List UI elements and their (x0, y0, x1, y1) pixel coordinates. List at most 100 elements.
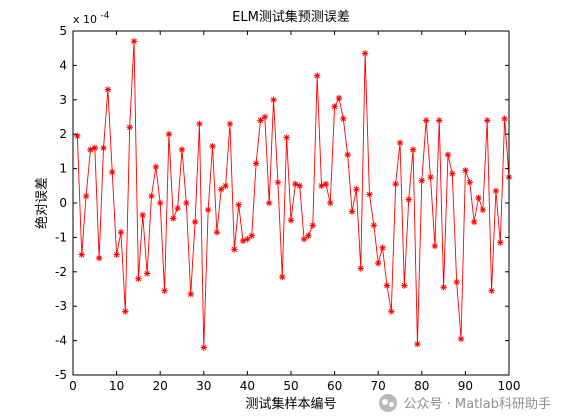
data-point-marker (344, 151, 351, 159)
marker-stroke (144, 270, 150, 277)
marker-stroke (414, 341, 421, 347)
data-point-marker (405, 196, 412, 203)
marker-stroke (166, 131, 172, 137)
data-point-marker (113, 251, 120, 258)
marker-stroke (362, 50, 368, 57)
marker-stroke (96, 255, 102, 261)
data-point-marker (209, 143, 216, 150)
y-tick-label: 2 (59, 127, 67, 141)
data-point-marker (353, 186, 360, 193)
ticks-layer: 0 10 20 30 40 50 60 70 80 90 100 -5 -4 -3 -2 -1 0 1 2 3 4 5 (55, 24, 520, 393)
data-point-marker (300, 235, 308, 243)
data-point-marker (422, 117, 430, 124)
marker-stroke (170, 215, 176, 222)
marker-stroke (205, 207, 211, 213)
data-point-marker (218, 186, 225, 193)
marker-stroke (201, 344, 207, 351)
marker-stroke (445, 152, 451, 158)
data-point-marker (191, 218, 199, 226)
marker-stroke (379, 245, 386, 251)
data-point-marker (309, 222, 316, 229)
watermark-text: 公众号 · Matlab科研助手 (403, 397, 551, 412)
data-point-marker (392, 180, 399, 188)
data-point-marker (139, 211, 146, 219)
marker-stroke (105, 86, 111, 93)
data-point-marker (235, 201, 242, 208)
data-point-marker (305, 232, 312, 239)
data-point-marker (174, 204, 181, 212)
data-point-marker (501, 115, 508, 122)
x-tick-label: 60 (327, 379, 342, 393)
marker-stroke (183, 200, 190, 206)
marker-stroke (314, 73, 320, 79)
marker-stroke (209, 143, 216, 149)
data-point-marker (357, 265, 364, 272)
marker-stroke (427, 174, 434, 180)
marker-stroke (353, 186, 360, 192)
y-multiplier-base: x 10 (73, 13, 97, 26)
data-point-marker (331, 103, 338, 110)
marker-stroke (140, 212, 146, 218)
plot-area (73, 31, 509, 375)
data-point-marker (104, 86, 112, 93)
y-tick-label: -2 (55, 265, 67, 279)
marker-stroke (497, 239, 503, 246)
series-layer (74, 38, 513, 351)
data-point-marker (283, 134, 290, 141)
x-tick-label: 80 (414, 379, 429, 393)
marker-stroke (192, 219, 198, 225)
marker-stroke (297, 183, 303, 189)
marker-stroke (188, 291, 194, 297)
data-point-marker (296, 182, 303, 189)
marker-stroke (432, 243, 438, 249)
marker-stroke (74, 133, 81, 139)
data-point-marker (270, 96, 277, 103)
data-point-marker (375, 260, 382, 267)
data-point-marker (444, 151, 452, 159)
y-tick-label: -3 (55, 299, 67, 313)
x-tick-label: 90 (458, 379, 473, 393)
marker-stroke (336, 95, 342, 101)
marker-stroke (275, 179, 281, 186)
data-point-marker (74, 132, 81, 140)
y-tick-label: -1 (55, 230, 67, 244)
data-point-marker (383, 282, 391, 289)
marker-stroke (366, 191, 373, 198)
x-tick-label: 30 (196, 379, 211, 393)
marker-stroke (227, 121, 233, 127)
data-point-marker (183, 199, 190, 207)
data-point-marker (248, 232, 255, 239)
data-point-marker (366, 191, 373, 198)
marker-stroke (109, 169, 115, 175)
data-point-marker (396, 139, 404, 146)
marker-stroke (375, 260, 381, 266)
data-point-marker (340, 115, 347, 122)
data-point-marker (148, 192, 155, 200)
marker-stroke (253, 160, 259, 167)
marker-stroke (410, 147, 416, 153)
data-point-marker (453, 278, 460, 286)
y-tick-label: 0 (59, 196, 67, 210)
y-tick-label: 1 (59, 162, 67, 176)
marker-stroke (231, 246, 237, 253)
data-point-marker (361, 50, 369, 57)
marker-stroke (440, 284, 447, 290)
marker-stroke (305, 233, 312, 239)
data-point-marker (457, 335, 465, 343)
marker-stroke (118, 229, 124, 235)
marker-stroke (301, 236, 307, 242)
marker-stroke (127, 124, 133, 130)
y-multiplier: x 10 -4 (73, 11, 110, 26)
marker-stroke (310, 222, 316, 229)
data-point-marker (152, 163, 160, 171)
data-point-marker (409, 146, 417, 153)
marker-stroke (458, 336, 464, 342)
data-point-marker (213, 229, 221, 236)
y-tick-label: -4 (55, 334, 67, 348)
watermark: 公众号 · Matlab科研助手 (379, 393, 551, 412)
marker-stroke (292, 181, 299, 187)
marker-stroke (161, 288, 168, 294)
data-point-marker (462, 167, 469, 174)
marker-stroke (419, 177, 425, 184)
marker-stroke (331, 104, 338, 110)
